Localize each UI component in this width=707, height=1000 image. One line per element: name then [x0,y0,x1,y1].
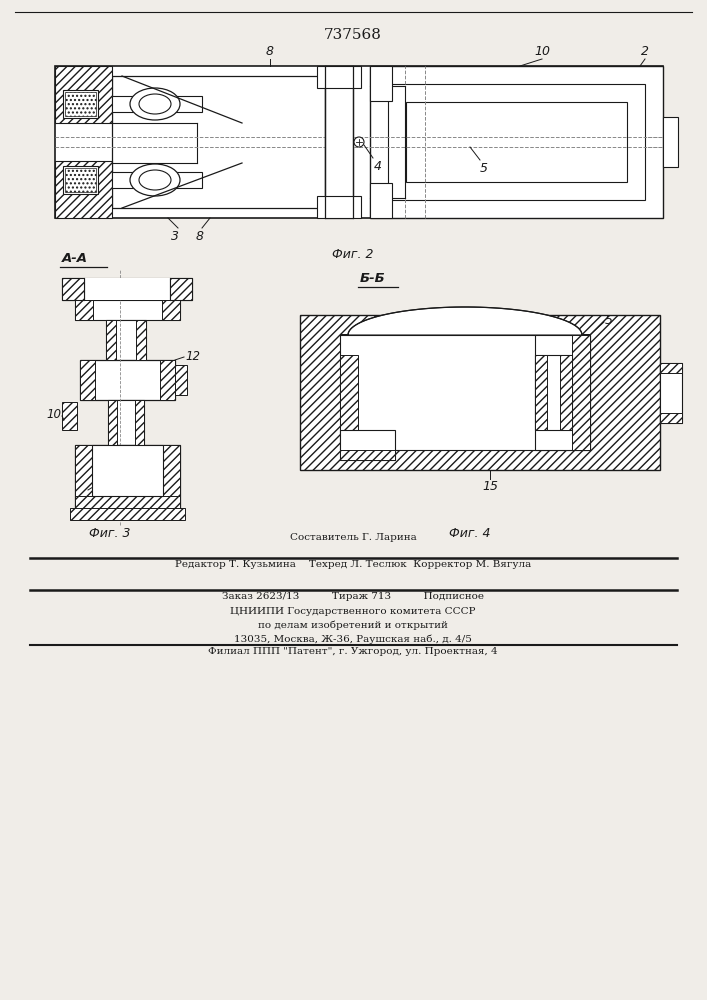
Bar [340,335,590,450]
Bar [55,66,112,123]
Bar [317,196,361,218]
Bar [92,445,163,496]
Bar [63,166,98,194]
Bar [535,335,590,450]
Text: Фиг. 2: Фиг. 2 [332,248,374,261]
Bar [112,172,202,188]
Text: А-А: А-А [62,252,88,265]
Bar [162,300,180,320]
Bar [80,360,175,400]
Bar [370,183,392,218]
Ellipse shape [130,88,180,120]
Text: 3: 3 [171,230,179,243]
Bar [663,117,678,167]
Bar [62,402,77,430]
Bar [370,66,392,101]
Bar [75,300,93,320]
Text: Филиал ППП "Патент", г. Ужгород, ул. Проектная, 4: Филиал ППП "Патент", г. Ужгород, ул. Про… [208,647,498,656]
Bar [340,430,395,460]
Polygon shape [340,307,590,335]
Text: Составитель Г. Ларина: Составитель Г. Ларина [290,533,416,542]
Bar [406,102,627,182]
Circle shape [354,137,364,147]
Bar [65,92,96,116]
Bar [370,66,663,218]
Text: Заказ 2623/13          Тираж 713          Подписное: Заказ 2623/13 Тираж 713 Подписное [222,592,484,601]
Text: Фиг. 3: Фиг. 3 [89,527,131,540]
Bar [317,66,361,88]
Bar [75,445,180,510]
Bar [55,66,663,218]
Bar [80,360,95,400]
Bar [660,363,682,423]
Text: Фиг. 4: Фиг. 4 [449,527,491,540]
Text: Редактор Т. Кузьмина    Техред Л. Теслюк  Корректор М. Вягула: Редактор Т. Кузьмина Техред Л. Теслюк Ко… [175,560,531,569]
Text: 4: 4 [374,160,382,173]
Bar [63,90,98,118]
Text: 5: 5 [605,314,613,326]
Text: 12: 12 [185,351,200,363]
Bar [62,278,84,300]
Bar [65,168,96,192]
Bar [75,445,92,510]
Bar [84,278,170,300]
Text: 13035, Москва, Ж-36, Раушская наб., д. 4/5: 13035, Москва, Ж-36, Раушская наб., д. 4… [234,635,472,645]
Text: 15: 15 [482,480,498,493]
Ellipse shape [139,94,171,114]
Bar [660,363,682,373]
Text: Б-Б: Б-Б [360,272,386,285]
Bar [135,400,144,445]
Bar [300,315,660,470]
Bar [106,320,116,360]
Bar [560,355,572,430]
Bar [572,335,590,450]
Text: 8: 8 [196,230,204,243]
Bar [535,355,572,430]
Bar [112,76,325,208]
Text: 10: 10 [46,408,61,420]
Bar [108,400,117,445]
Bar [170,278,192,300]
Bar [340,355,358,450]
Ellipse shape [130,164,180,196]
Bar [175,365,187,395]
Bar [160,360,175,400]
Bar [108,400,144,445]
Text: ЦНИИПИ Государственного комитета СССР: ЦНИИПИ Государственного комитета СССР [230,607,476,616]
Bar [340,450,395,460]
Bar [55,161,112,218]
Bar [136,320,146,360]
Text: 5: 5 [480,162,488,175]
Bar [75,496,180,510]
Bar [112,96,202,112]
Text: 10: 10 [534,45,550,58]
Bar [106,320,146,360]
Bar [325,66,353,218]
Text: 737568: 737568 [324,28,382,42]
Bar [75,300,180,320]
Bar [62,278,192,300]
Text: 8: 8 [266,45,274,58]
Bar [70,508,185,520]
Ellipse shape [139,170,171,190]
Bar [535,355,547,430]
Text: 2: 2 [641,45,649,58]
Bar [163,445,180,510]
Text: по делам изобретений и открытий: по делам изобретений и открытий [258,621,448,631]
Bar [660,413,682,423]
Bar [388,84,645,200]
Text: 1: 1 [79,484,87,496]
